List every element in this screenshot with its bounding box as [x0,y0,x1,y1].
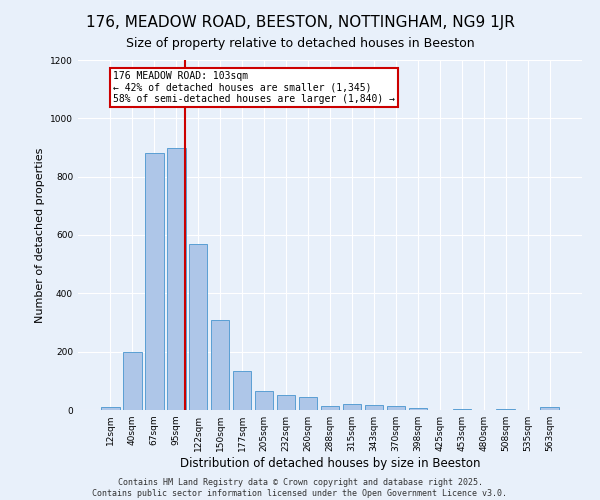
Text: 176 MEADOW ROAD: 103sqm
← 42% of detached houses are smaller (1,345)
58% of semi: 176 MEADOW ROAD: 103sqm ← 42% of detache… [113,70,395,104]
X-axis label: Distribution of detached houses by size in Beeston: Distribution of detached houses by size … [180,457,480,470]
Bar [145,154,164,410]
Bar [452,409,471,410]
Bar [167,148,185,410]
Bar [541,407,559,410]
Bar [299,397,317,410]
Bar [123,352,142,410]
Bar [211,320,229,410]
Bar [386,406,405,410]
Bar [101,407,119,410]
Bar [320,406,340,410]
Bar [409,408,427,410]
Y-axis label: Number of detached properties: Number of detached properties [35,148,44,322]
Text: Size of property relative to detached houses in Beeston: Size of property relative to detached ho… [125,38,475,51]
Bar [233,370,251,410]
Text: 176, MEADOW ROAD, BEESTON, NOTTINGHAM, NG9 1JR: 176, MEADOW ROAD, BEESTON, NOTTINGHAM, N… [86,15,514,30]
Bar [496,409,515,410]
Bar [343,404,361,410]
Bar [365,405,383,410]
Bar [189,244,208,410]
Text: Contains HM Land Registry data © Crown copyright and database right 2025.
Contai: Contains HM Land Registry data © Crown c… [92,478,508,498]
Bar [255,391,274,410]
Bar [277,396,295,410]
